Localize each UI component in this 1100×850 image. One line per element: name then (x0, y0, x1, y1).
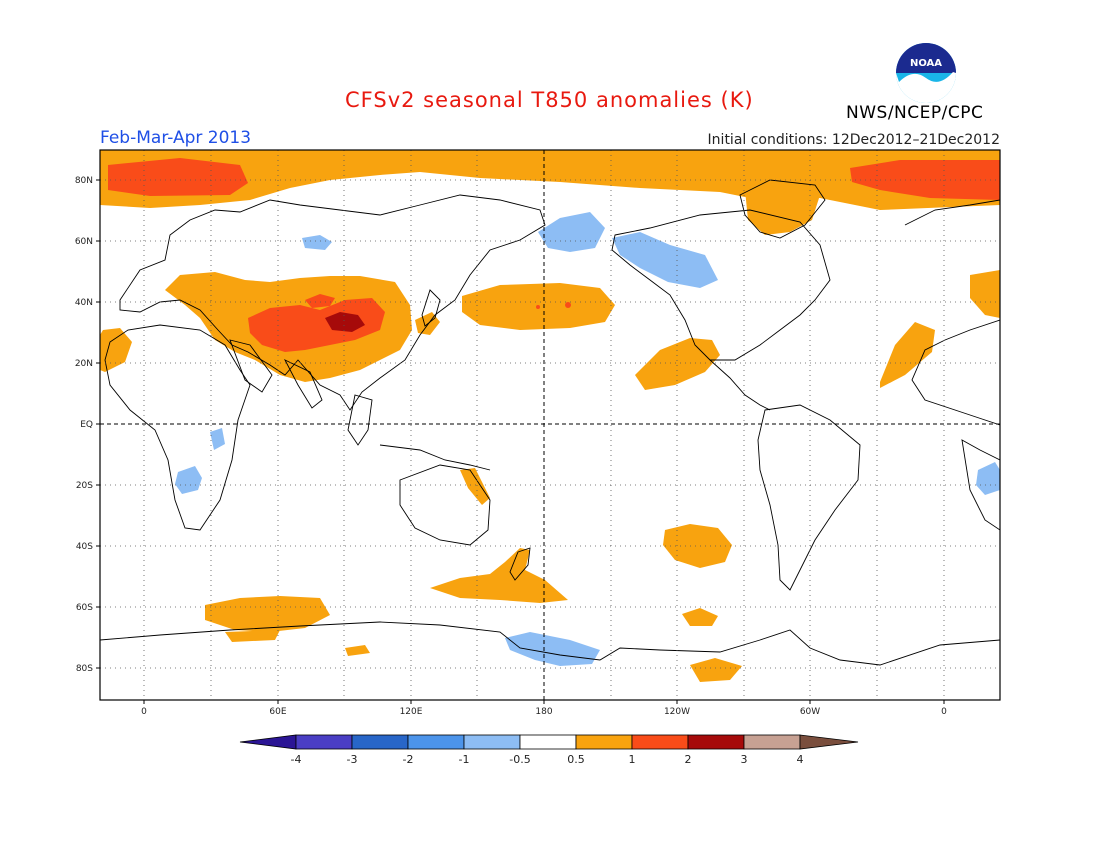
noaa-logo: NOAA (896, 43, 956, 103)
colorbar-bin-2 (351, 734, 409, 750)
colorbar-label-p3: 3 (741, 753, 748, 766)
lat-label-60s: 60S (76, 603, 93, 613)
anomaly-southern-ocean-indian (205, 596, 330, 632)
lat-label-80s: 80S (76, 664, 93, 674)
map-grid (100, 150, 1000, 700)
lon-label-0-left: 0 (141, 707, 147, 717)
anomaly-south-pacific (663, 524, 732, 568)
anomaly-greenland (745, 185, 820, 235)
anomaly-southern-ocean-east (682, 608, 718, 626)
anomaly-tasman (430, 548, 568, 603)
colorbar-label-m05: -0.5 (509, 753, 530, 766)
lat-label-40s: 40S (76, 542, 93, 552)
lon-label-60w: 60W (800, 707, 820, 717)
equator-dateline (100, 150, 1000, 700)
colorbar-label-p2: 2 (685, 753, 692, 766)
anomaly-arctic-red-east (850, 160, 1000, 200)
anomaly-asia-orange (165, 272, 412, 382)
lon-label-60e: 60E (269, 707, 286, 717)
anomaly-arctic-red-west (108, 158, 248, 196)
colorbar-bin-4 (463, 734, 521, 750)
anomaly-north-pacific (462, 283, 615, 330)
colorbar-bin-9 (743, 734, 801, 750)
colorbar-label-m2: -2 (403, 753, 414, 766)
anomaly-mediterranean-east (970, 270, 1000, 318)
anomaly-west-africa-right (880, 322, 935, 388)
lat-label-80n: 80N (75, 176, 93, 186)
anomaly-asia-red-small (305, 294, 335, 308)
lat-label-eq: EQ (80, 420, 93, 430)
season-label: Feb-Mar-Apr 2013 (100, 128, 252, 148)
anomaly-africa-blue-small (210, 428, 225, 450)
initial-conditions-label: Initial conditions: 12Dec2012–21Dec2012 (707, 132, 1000, 148)
anomaly-amundsen (690, 658, 742, 682)
colorbar-bin-8 (687, 734, 745, 750)
lon-label-180: 180 (535, 707, 552, 717)
anomaly-africa-blue (175, 466, 202, 494)
colorbar-label-p4: 4 (797, 753, 804, 766)
anomaly-antarctic-blue (505, 632, 600, 666)
anomaly-antarctic-coast (225, 630, 280, 642)
anomaly-australia-east (460, 468, 490, 505)
coastlines (100, 179, 1000, 666)
anomaly-asia-darkred (325, 312, 365, 332)
colorbar-label-m3: -3 (347, 753, 358, 766)
lon-label-120e: 120E (400, 707, 423, 717)
anomaly-alaska-blue (612, 232, 718, 288)
colorbar-bin-5 (519, 734, 577, 750)
noaa-logo-text: NOAA (910, 58, 942, 69)
lon-label-0-right: 0 (941, 707, 947, 717)
anomaly-bering-blue (538, 212, 605, 252)
anomaly-ross (345, 645, 370, 656)
colorbar-label-m4: -4 (291, 753, 302, 766)
anomaly-ne-pacific (635, 338, 720, 390)
lon-label-120w: 120W (664, 707, 690, 717)
lat-label-60n: 60N (75, 237, 93, 247)
anomaly-japan (415, 312, 440, 335)
anomaly-west-africa-left (100, 328, 132, 372)
agency-label: NWS/NCEP/CPC (846, 103, 984, 123)
colorbar-bin-7 (631, 734, 689, 750)
colorbar-high-arrow (799, 734, 859, 750)
colorbar-bin-3 (407, 734, 465, 750)
anomaly-arctic-band (100, 150, 1000, 210)
lat-label-20n: 20N (75, 359, 93, 369)
anomaly-europe-blue (302, 235, 332, 250)
colorbar-bin-1 (295, 734, 353, 750)
map-frame (99, 149, 1001, 701)
colorbar-label-m1: -1 (459, 753, 470, 766)
colorbar-bin-6 (575, 734, 633, 750)
anomaly-fields (100, 150, 1000, 682)
colorbar-label-p05: 0.5 (567, 753, 585, 766)
colorbar (239, 734, 859, 750)
colorbar-low-arrow (239, 734, 297, 750)
lat-label-20s: 20S (76, 481, 93, 491)
lat-label-40n: 40N (75, 298, 93, 308)
colorbar-label-p1: 1 (629, 753, 636, 766)
anomaly-asia-red (248, 298, 385, 352)
anomaly-brazil-blue (976, 462, 1000, 495)
map-title: CFSv2 seasonal T850 anomalies (K) (345, 88, 754, 112)
